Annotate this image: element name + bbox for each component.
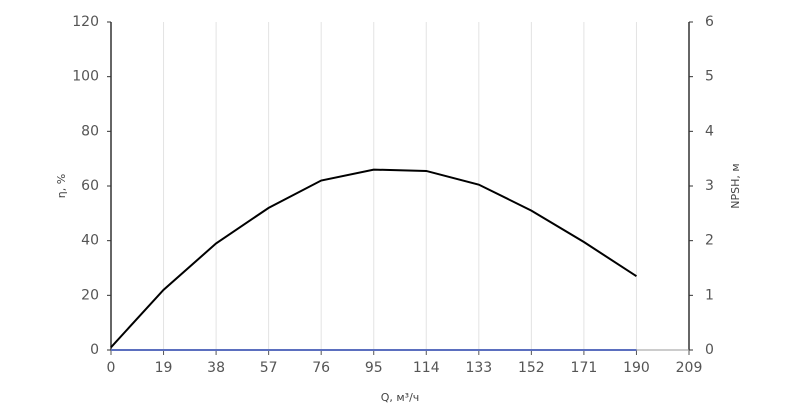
y2-tick-label: 4 bbox=[705, 123, 714, 139]
y2-tick-label: 2 bbox=[705, 233, 714, 249]
y-tick-label: 120 bbox=[72, 14, 99, 30]
x-tick-label: 95 bbox=[365, 360, 383, 376]
x-tick-label: 133 bbox=[465, 360, 492, 376]
y-axis-label: η, % bbox=[55, 174, 68, 198]
y2-tick-label: 6 bbox=[705, 14, 714, 30]
x-tick-label: 38 bbox=[207, 360, 225, 376]
y-tick-label: 80 bbox=[81, 123, 99, 139]
y2-tick-label: 1 bbox=[705, 287, 714, 303]
x-tick-label: 0 bbox=[107, 360, 116, 376]
x-tick-label: 57 bbox=[260, 360, 278, 376]
x-tick-label: 152 bbox=[518, 360, 545, 376]
y-tick-label: 0 bbox=[90, 342, 99, 358]
series-line bbox=[110, 168, 637, 348]
y-tick-label: 60 bbox=[81, 178, 99, 194]
y2-tick-label: 3 bbox=[705, 178, 714, 194]
y2-tick-label: 0 bbox=[705, 342, 714, 358]
y-tick-label: 20 bbox=[81, 287, 99, 303]
x-tick-label: 171 bbox=[571, 360, 598, 376]
y-tick-label: 100 bbox=[72, 69, 99, 85]
x-tick-label: 209 bbox=[676, 360, 703, 376]
x-tick-label: 190 bbox=[623, 360, 650, 376]
y2-axis-label: NPSH, м bbox=[729, 163, 742, 208]
x-tick-label: 76 bbox=[312, 360, 330, 376]
x-axis-label: Q, м³/ч bbox=[381, 391, 420, 404]
y-tick-label: 40 bbox=[81, 233, 99, 249]
x-tick-label: 19 bbox=[155, 360, 173, 376]
x-tick-label: 114 bbox=[413, 360, 440, 376]
y2-tick-label: 5 bbox=[705, 69, 714, 85]
